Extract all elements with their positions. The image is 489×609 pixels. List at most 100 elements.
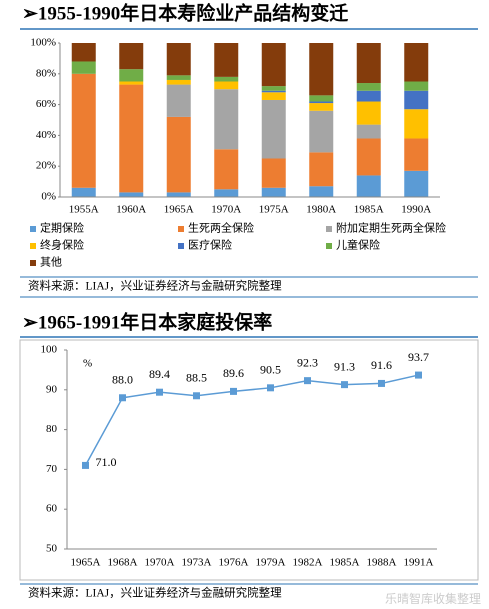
- legend-label: 终身保险: [40, 238, 84, 252]
- bar-segment: [166, 43, 191, 76]
- chart-frame: [19, 339, 479, 581]
- bar-segment: [309, 186, 334, 197]
- bar-segment: [166, 84, 191, 117]
- x-tick-label: 1985A: [330, 557, 360, 569]
- data-label: 89.6: [223, 366, 244, 380]
- data-label: 88.0: [112, 373, 133, 387]
- bar-segment: [119, 84, 144, 193]
- chart-title: ➢1965-1991年日本家庭投保率: [22, 310, 272, 333]
- bar-segment: [214, 76, 239, 82]
- x-tick-label: 1968A: [108, 557, 138, 569]
- bar-segment: [356, 90, 381, 102]
- bar-segment: [356, 175, 381, 197]
- x-tick-label: 1965A: [71, 557, 101, 569]
- legend-label: 附加定期生死两全保险: [336, 221, 446, 235]
- bar-segment: [261, 92, 286, 100]
- point: [156, 388, 163, 396]
- bar-segment: [356, 43, 381, 84]
- x-tick-label: 1980A: [306, 204, 336, 216]
- x-tick-label: 1960A: [116, 204, 146, 216]
- line: [84, 374, 419, 466]
- bar-segment: [404, 170, 429, 197]
- legend-swatch: [326, 243, 332, 249]
- data-label: 91.3: [334, 359, 355, 373]
- legend-label: 其他: [40, 256, 62, 269]
- y-tick-label: 60: [46, 503, 58, 515]
- legend-swatch: [30, 260, 36, 266]
- data-label: 89.4: [149, 367, 170, 381]
- data-label: 92.3: [297, 355, 318, 369]
- x-tick-label: 1973A: [182, 557, 212, 569]
- bar-segment: [166, 75, 191, 80]
- bar-segment: [119, 81, 144, 85]
- x-tick-label: 1985A: [354, 204, 384, 216]
- bar-segment: [356, 83, 381, 91]
- bar-segment: [309, 95, 334, 102]
- y-tick-label: 80: [46, 423, 58, 435]
- x-tick-label: 1982A: [293, 557, 323, 569]
- bar-segment: [261, 86, 286, 91]
- x-tick-label: 1970A: [145, 557, 175, 569]
- x-tick-label: 1990A: [401, 204, 431, 216]
- point: [230, 387, 237, 395]
- legend-swatch: [326, 226, 332, 232]
- bar-segment: [214, 149, 239, 190]
- bar-segment: [309, 152, 334, 187]
- bar-segment: [71, 43, 96, 62]
- y-tick-label: 40%: [36, 129, 56, 141]
- point: [193, 392, 200, 400]
- bar-segment: [404, 90, 429, 110]
- bar-segment: [71, 187, 96, 197]
- bar-segment: [71, 73, 96, 188]
- bar-segment: [356, 138, 381, 176]
- bar-segment: [166, 192, 191, 197]
- unit-label: %: [83, 358, 92, 370]
- bar-segment: [119, 69, 144, 82]
- source: 资料来源：LIAJ，兴业证券经济与金融研究院整理: [28, 279, 282, 293]
- x-tick-label: 1976A: [219, 557, 249, 569]
- x-tick-label: 1991A: [404, 557, 434, 569]
- data-label: 93.7: [408, 350, 429, 364]
- x-tick-label: 1965A: [164, 204, 194, 216]
- bar-segment: [404, 43, 429, 82]
- x-tick-label: 1975A: [259, 204, 289, 216]
- source: 资料来源：LIAJ，兴业证券经济与金融研究院整理: [28, 586, 282, 600]
- y-tick-label: 20%: [36, 160, 56, 172]
- bar-segment: [356, 101, 381, 125]
- bar-segment: [214, 43, 239, 77]
- point: [378, 379, 385, 387]
- point: [82, 461, 89, 469]
- y-tick-label: 100%: [30, 37, 56, 49]
- y-tick-label: 70: [46, 463, 58, 475]
- bar-segment: [356, 124, 381, 139]
- bar-segment: [166, 79, 191, 85]
- data-label: 91.6: [371, 358, 392, 372]
- bar-segment: [261, 43, 286, 87]
- x-tick-label: 1988A: [367, 557, 397, 569]
- bar-segment: [71, 61, 96, 74]
- legend-label: 生死两全保险: [188, 221, 254, 235]
- y-tick-label: 90: [46, 383, 58, 395]
- legend-swatch: [30, 243, 36, 249]
- bar-segment: [404, 109, 429, 139]
- data-label: 71.0: [96, 455, 117, 469]
- legend-swatch: [178, 226, 184, 232]
- bar-segment: [309, 110, 334, 153]
- point: [119, 394, 126, 402]
- bar-segment: [309, 43, 334, 96]
- legend-label: 定期保险: [40, 221, 84, 235]
- bar-segment: [214, 89, 239, 150]
- y-tick-label: 80%: [36, 67, 56, 79]
- bar-segment: [404, 81, 429, 91]
- legend-swatch: [178, 243, 184, 249]
- x-tick-label: 1970A: [211, 204, 241, 216]
- x-tick-label: 1979A: [256, 557, 286, 569]
- bar-segment: [166, 116, 191, 193]
- point: [267, 384, 274, 392]
- chart-title: ➢1955-1990年日本寿险业产品结构变迁: [22, 1, 348, 24]
- bar-segment: [214, 189, 239, 197]
- bar-segment: [261, 99, 286, 159]
- legend-label: 医疗保险: [188, 238, 232, 252]
- data-label: 90.5: [260, 363, 281, 377]
